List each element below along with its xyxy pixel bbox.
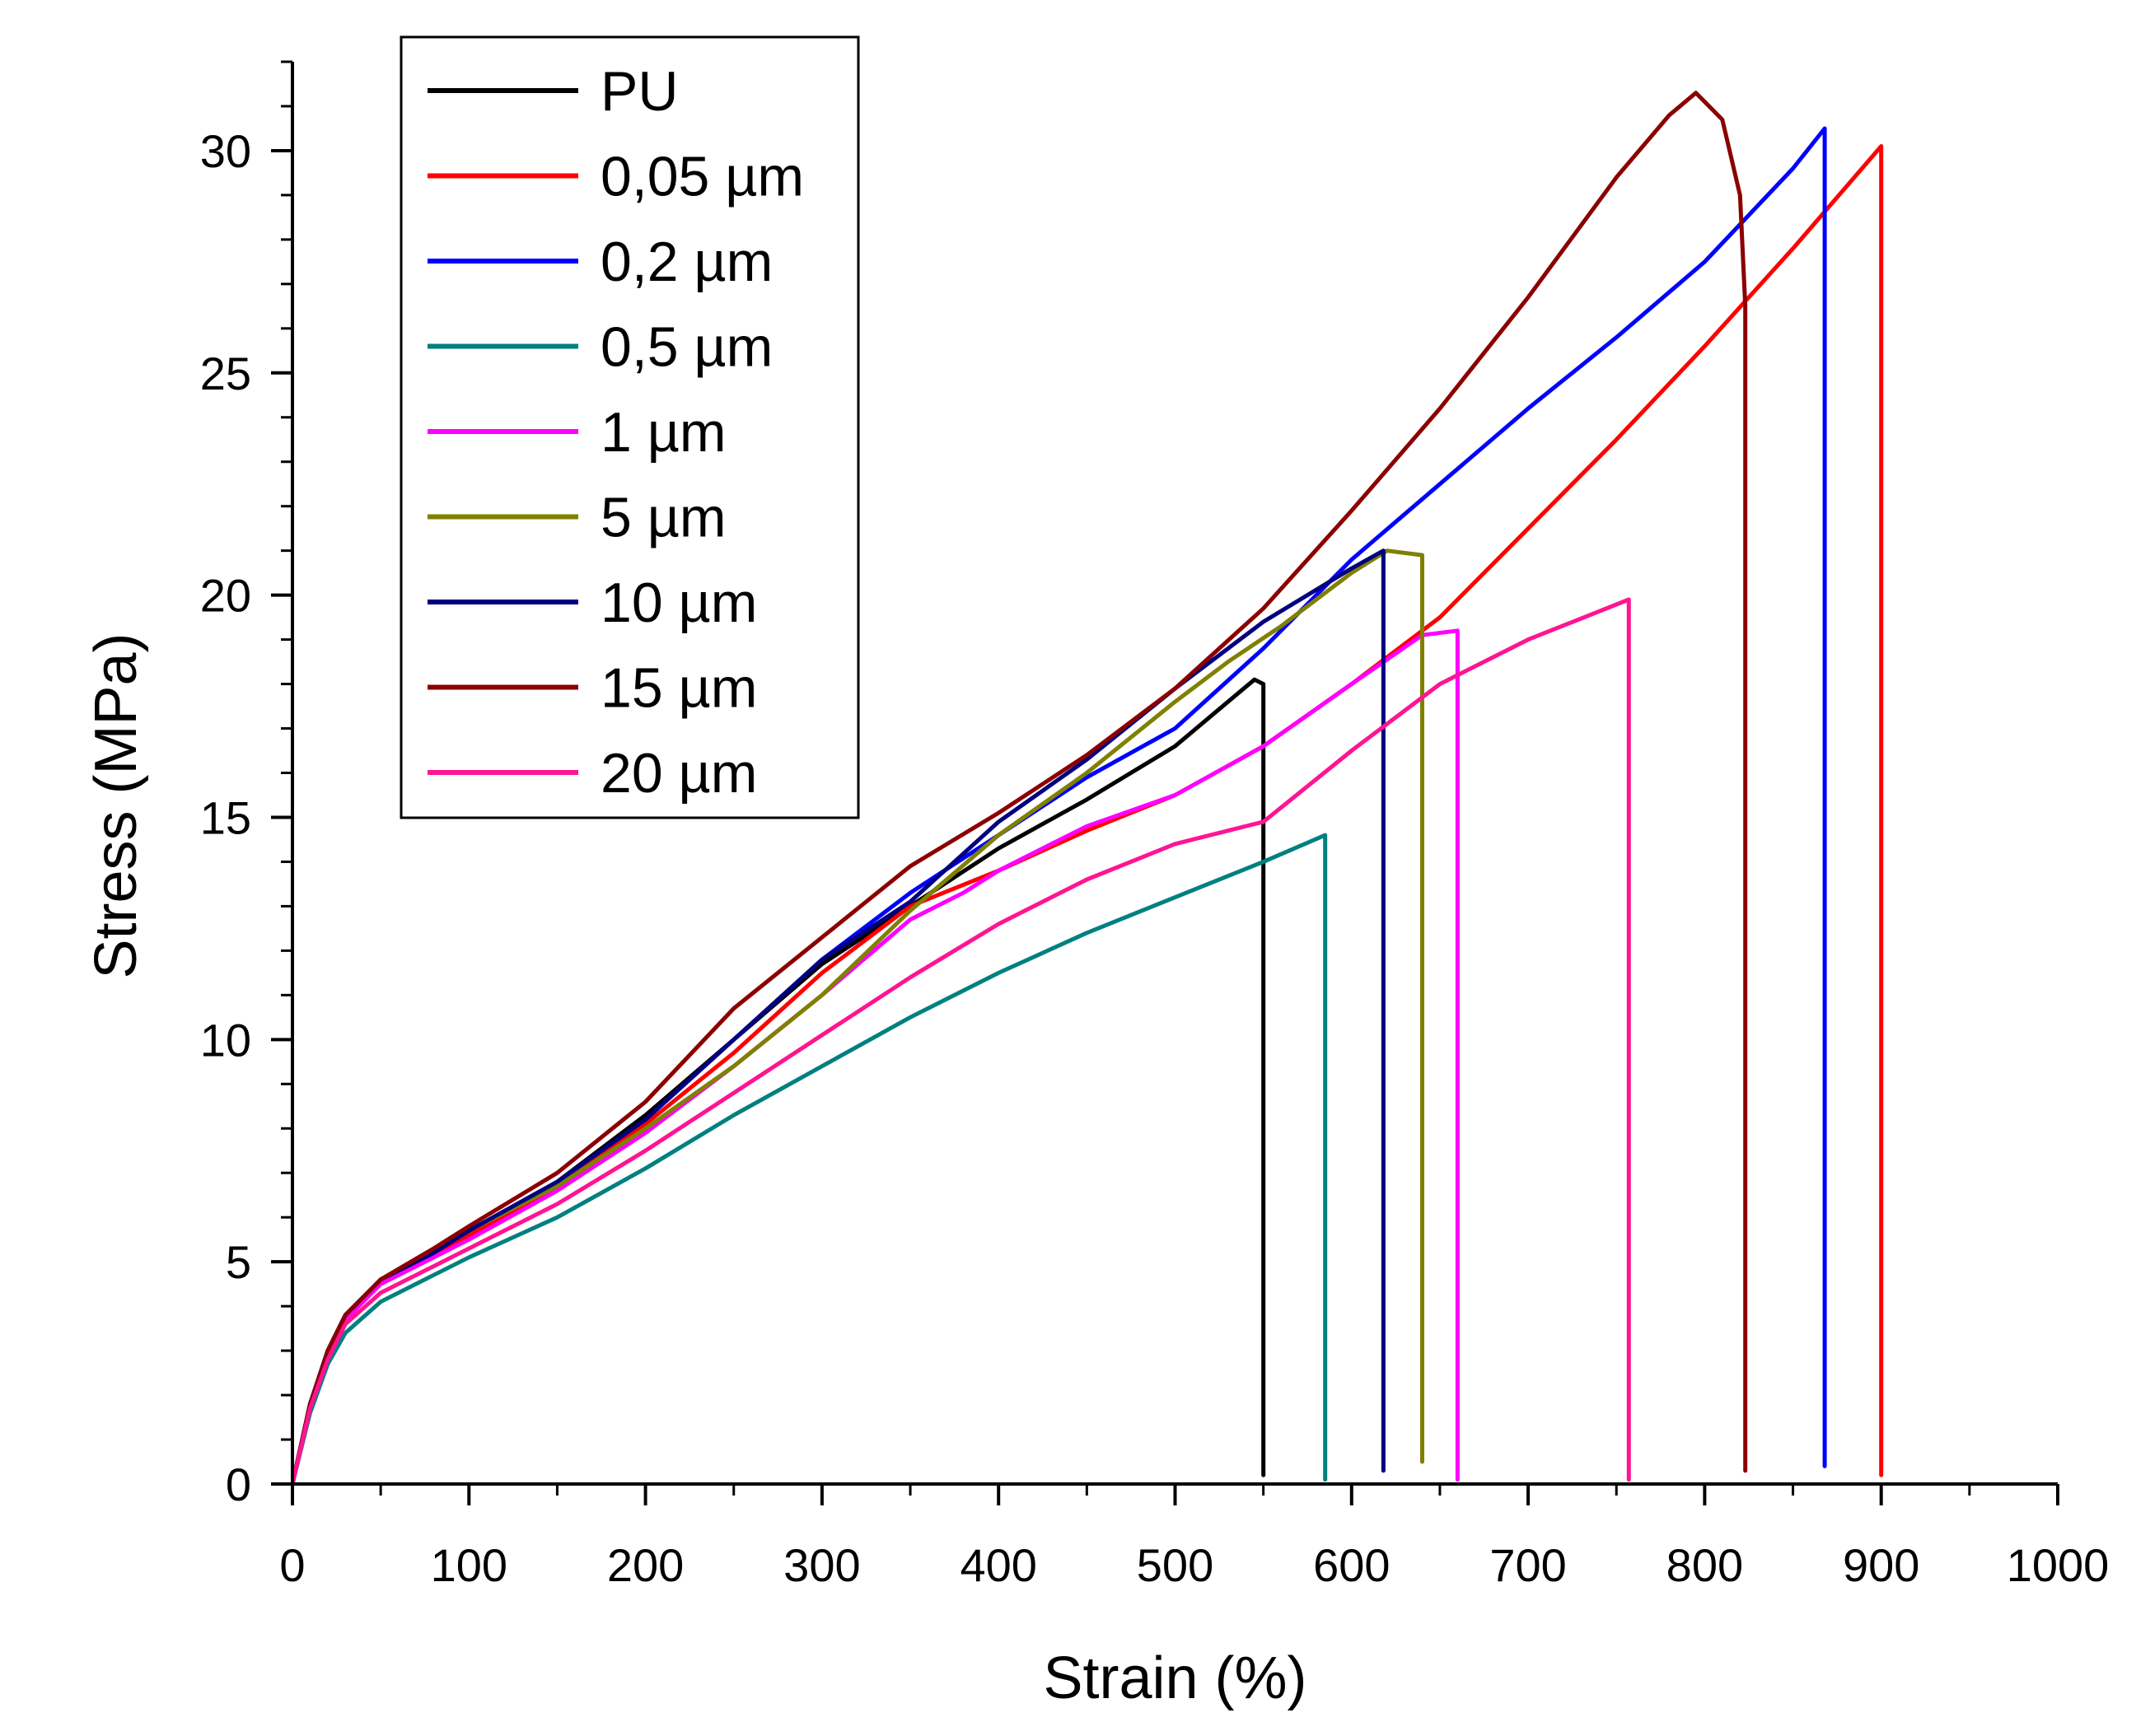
y-tick-label-6: 30 (200, 125, 251, 177)
legend-label-6: 10 µm (601, 572, 757, 634)
x-tick-label-1: 100 (431, 1539, 507, 1591)
y-tick-label-1: 5 (226, 1236, 251, 1288)
x-tick-label-3: 300 (783, 1539, 860, 1591)
legend-label-5: 5 µm (601, 487, 727, 549)
legend-label-8: 20 µm (601, 742, 757, 805)
x-tick-label-2: 200 (607, 1539, 684, 1591)
legend-label-1: 0,05 µm (601, 146, 804, 208)
y-tick-label-2: 10 (200, 1014, 251, 1066)
x-tick-label-0: 0 (279, 1539, 305, 1591)
legend-label-7: 15 µm (601, 657, 757, 720)
series-layer (290, 91, 1884, 1486)
y-tick-label-0: 0 (226, 1458, 251, 1510)
x-tick-label-8: 800 (1666, 1539, 1743, 1591)
legend-label-4: 1 µm (601, 401, 727, 464)
legend-label-0: PU (601, 60, 678, 123)
series-line-3 (290, 833, 1328, 1486)
y-axis-title: Stress (MPa) (83, 632, 149, 978)
legend-label-3: 0,5 µm (601, 316, 773, 379)
legend: PU 0,05 µm 0,2 µm 0,5 µm 1 µm 5 µm 10 µm 15 µm 2… (400, 35, 860, 819)
x-tick-label-4: 400 (960, 1539, 1036, 1591)
x-axis-title: Strain (%) (1043, 1645, 1306, 1711)
x-tick-label-9: 900 (1843, 1539, 1919, 1591)
series-line-7 (290, 91, 1748, 1486)
x-tick-label-10: 1000 (2007, 1539, 2110, 1591)
legend-label-2: 0,2 µm (601, 231, 773, 293)
y-tick-label-3: 15 (200, 791, 251, 843)
x-tick-label-5: 500 (1137, 1539, 1213, 1591)
ticks-layer: 0 100 200 300 400 500 600 700 800 900 1000 0 5 10 15 20… (200, 60, 2110, 1591)
x-tick-label-7: 700 (1489, 1539, 1566, 1591)
x-tick-label-6: 600 (1313, 1539, 1390, 1591)
y-tick-label-5: 25 (200, 348, 251, 399)
series-line-8 (290, 597, 1631, 1486)
y-tick-label-4: 20 (200, 570, 251, 622)
